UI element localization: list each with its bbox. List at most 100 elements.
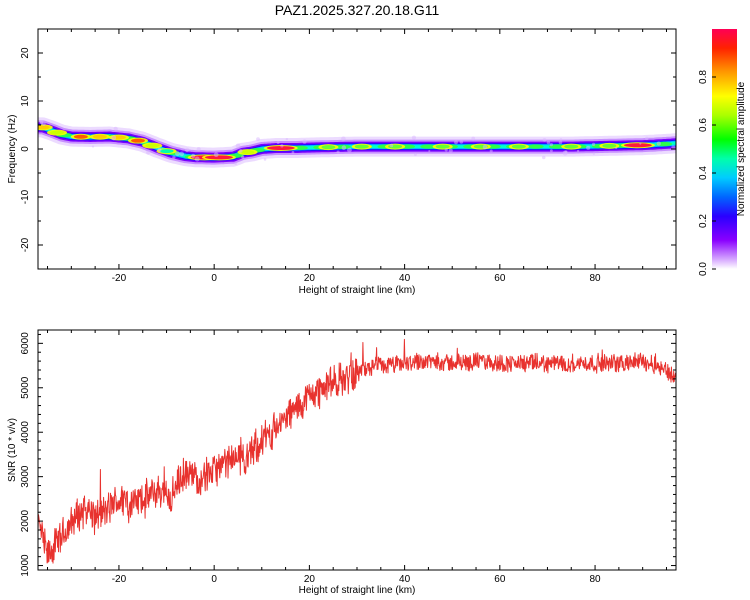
colorbar-tick-label: 0.2 <box>698 214 709 228</box>
spectral-speck <box>656 141 661 146</box>
snr-x-tick-label: 80 <box>589 574 601 585</box>
snr-y-tick-label: 1000 <box>20 554 31 577</box>
spectral-speck <box>615 147 618 150</box>
spectral-speck <box>444 148 448 152</box>
spectral-speck <box>256 137 260 142</box>
spectrogram-panel: -20 0 20 40 60 80 -20 -10 0 10 20 Height of strai… <box>7 28 677 296</box>
spectral-speck <box>542 137 547 142</box>
snr-x-tick-label: 20 <box>304 574 316 585</box>
spectral-peak <box>145 143 160 148</box>
snr-y-ticks: 1000 2000 3000 4000 5000 6000 <box>20 332 676 577</box>
spectral-speck <box>489 149 493 153</box>
snr-y-label: SNR (10 * v/v) <box>7 418 18 482</box>
spectral-speck <box>276 140 280 144</box>
spectral-speck <box>645 136 649 141</box>
spectral-peak <box>266 146 295 151</box>
spectral-peak <box>38 125 50 130</box>
spectral-peak <box>92 134 107 139</box>
spectral-speck <box>459 140 464 144</box>
snr-x-ticks: -20 0 20 40 60 80 <box>47 330 667 585</box>
spectral-speck <box>448 148 453 153</box>
spectral-speck <box>157 147 162 152</box>
spectral-speck <box>184 147 190 153</box>
spectrogram-y-tick-label: -20 <box>20 237 31 252</box>
spectrogram-y-tick-label: 20 <box>20 47 31 59</box>
spectral-speck <box>285 137 289 141</box>
snr-y-tick-label: 6000 <box>20 332 31 355</box>
spectral-peak <box>435 144 450 149</box>
spectrogram-x-tick-label: 80 <box>589 273 601 284</box>
spectral-speck <box>280 144 284 148</box>
spectral-speck <box>172 155 176 159</box>
spectral-speck <box>146 150 151 155</box>
spectral-speck <box>241 155 245 159</box>
spectral-speck <box>546 140 551 145</box>
spectrogram-y-tick-label: 10 <box>20 95 31 107</box>
spectral-speck <box>592 152 596 155</box>
spectral-speck <box>263 158 267 161</box>
spectral-peak <box>354 144 369 149</box>
spectral-speck <box>213 152 219 158</box>
spectral-peak <box>50 130 65 135</box>
colorbar: 0.0 0.2 0.4 0.6 0.8 Normalized spectral ampl… <box>698 29 747 276</box>
spectral-speck <box>113 126 118 132</box>
spectral-speck <box>39 120 44 124</box>
spectral-peak <box>623 143 652 148</box>
spectral-speck <box>411 135 416 140</box>
snr-y-tick-label: 3000 <box>20 465 31 488</box>
spectral-speck <box>341 145 347 150</box>
spectral-peak <box>73 134 88 139</box>
spectrogram-x-tick-label: 60 <box>494 273 506 284</box>
snr-x-tick-label: 60 <box>494 574 506 585</box>
spectral-speck <box>549 149 553 153</box>
snr-x-tick-label: -20 <box>112 574 127 585</box>
spectral-speck <box>302 139 307 144</box>
spectral-peak <box>159 149 174 154</box>
spectral-speck <box>291 151 295 154</box>
spectrogram-x-tick-label: 40 <box>399 273 411 284</box>
spectral-speck <box>542 155 546 160</box>
spectral-peak <box>321 145 336 150</box>
spectral-speck <box>196 147 201 152</box>
spectral-peak <box>602 143 617 148</box>
ridge-blob <box>420 144 437 149</box>
snr-y-tick-label: 5000 <box>20 376 31 399</box>
spectral-speck <box>413 153 417 156</box>
spectral-speck <box>347 147 352 153</box>
spectral-speck <box>235 143 241 149</box>
spectral-peak <box>240 150 255 155</box>
spectral-speck <box>639 142 642 145</box>
spectrogram-ridge <box>38 117 676 168</box>
spectral-speck <box>91 145 95 148</box>
spectral-peak <box>511 144 526 149</box>
spectrogram-x-ticks: -20 0 20 40 60 80 <box>47 29 667 284</box>
spectral-speck <box>428 149 431 153</box>
spectrogram-y-label: Frequency (Hz) <box>7 115 18 184</box>
spectral-speck <box>558 140 563 145</box>
ridge-blob <box>527 144 544 149</box>
spectrogram-y-tick-label: 0 <box>20 146 31 152</box>
colorbar-tick-label: 0.0 <box>698 262 709 276</box>
colorbar-gradient <box>712 29 737 269</box>
spectral-speck <box>471 136 476 141</box>
snr-x-tick-label: 40 <box>399 574 411 585</box>
snr-x-label: Height of straight line (km) <box>299 585 416 596</box>
colorbar-tick-label: 0.8 <box>698 70 709 84</box>
spectral-peak <box>130 138 145 143</box>
spectral-speck <box>559 138 563 141</box>
spectral-speck <box>454 140 458 145</box>
snr-panel: -20 0 20 40 60 80 1000 2000 3000 4000 5000 6000 He… <box>7 329 677 596</box>
spectrogram-x-tick-label: -20 <box>112 273 127 284</box>
snr-y-tick-label: 4000 <box>20 421 31 444</box>
snr-series-line <box>38 338 676 564</box>
spectral-speck <box>549 142 554 147</box>
spectral-speck <box>111 135 117 141</box>
spectral-speck <box>591 142 596 147</box>
spectral-speck <box>562 150 568 156</box>
spectral-speck <box>576 149 580 153</box>
spectrogram-y-ticks: -20 -10 0 10 20 <box>20 28 676 270</box>
colorbar-tick-label: 0.4 <box>698 166 709 180</box>
spectral-speck <box>341 136 346 142</box>
spectrogram-x-label: Height of straight line (km) <box>299 285 416 296</box>
